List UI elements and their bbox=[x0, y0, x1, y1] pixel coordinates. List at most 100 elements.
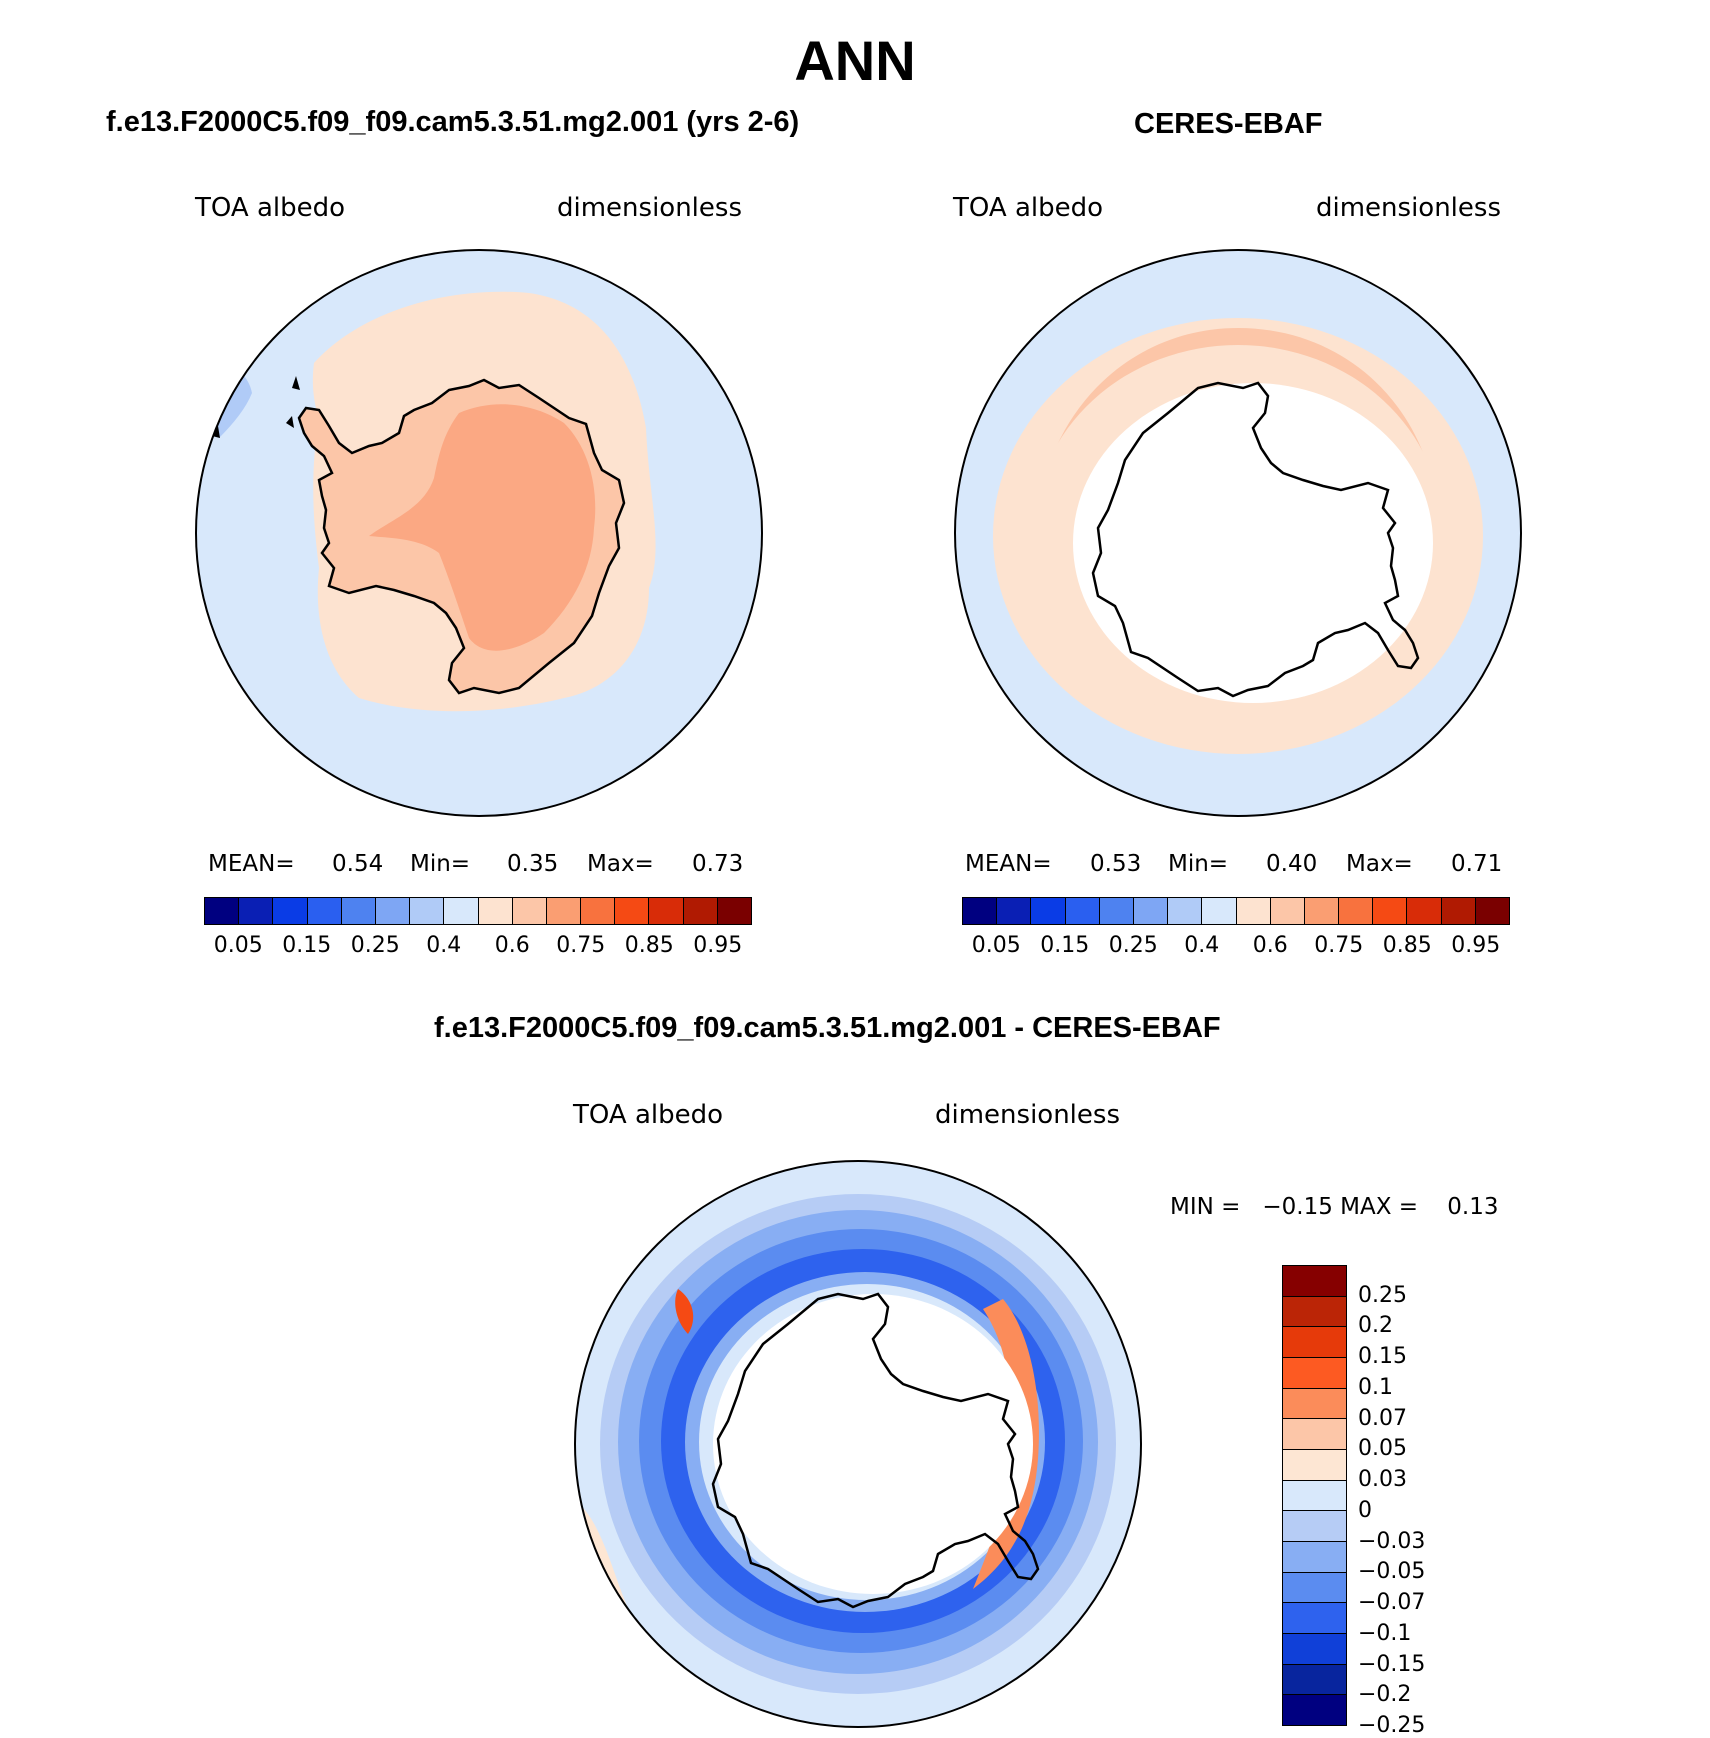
diff-colorbar-box bbox=[1283, 1388, 1346, 1420]
obs-colorbar-tick-label: 0.05 bbox=[971, 933, 1021, 958]
obs-colorbar-tick-label: 0.4 bbox=[1184, 933, 1220, 958]
diff-colorbar-tick-label: 0.07 bbox=[1358, 1405, 1407, 1431]
model-colorbar-box bbox=[717, 898, 751, 924]
model-interior-plateau bbox=[369, 404, 596, 651]
obs-colorbar-tick-label: 0.95 bbox=[1451, 933, 1501, 958]
obs-colorbar bbox=[962, 897, 1510, 925]
model-colorbar-box bbox=[410, 898, 445, 924]
diff-colorbar-tick-label: 0.05 bbox=[1358, 1436, 1407, 1462]
diff-colorbar-box bbox=[1283, 1664, 1346, 1696]
model-colorbar-box bbox=[546, 898, 582, 924]
diff-colorbar-box bbox=[1283, 1296, 1346, 1328]
obs-colorbar-box bbox=[1304, 898, 1340, 924]
model-panel-title: f.e13.F2000C5.f09_f09.cam5.3.51.mg2.001 … bbox=[106, 106, 800, 138]
model-mean-value: 0.54 bbox=[332, 851, 384, 877]
model-colorbar-box bbox=[683, 898, 718, 924]
model-colorbar-box bbox=[478, 898, 513, 924]
obs-colorbar-box bbox=[1133, 898, 1169, 924]
model-colorbar-tick-label: 0.85 bbox=[624, 933, 674, 958]
model-variable-label: TOA albedo bbox=[195, 193, 346, 223]
model-units-label: dimensionless bbox=[557, 193, 742, 223]
diff-colorbar-box bbox=[1283, 1266, 1346, 1297]
diff-colorbar-tick-label: 0.2 bbox=[1358, 1313, 1393, 1339]
model-colorbar-tick-label: 0.15 bbox=[282, 933, 332, 958]
diff-colorbar bbox=[1282, 1265, 1347, 1726]
obs-max-value: 0.71 bbox=[1451, 851, 1503, 877]
obs-colorbar-box bbox=[1202, 898, 1237, 924]
diff-colorbar-box bbox=[1283, 1695, 1346, 1726]
model-max-label: Max= bbox=[587, 851, 654, 877]
diff-positive-coast bbox=[973, 1299, 1039, 1589]
diff-colorbar-box bbox=[1283, 1511, 1346, 1543]
model-colorbar-tick-label: 0.05 bbox=[213, 933, 263, 958]
model-colorbar-box bbox=[444, 898, 479, 924]
obs-variable-label: TOA albedo bbox=[953, 193, 1104, 223]
obs-colorbar-box bbox=[997, 898, 1032, 924]
obs-colorbar-tick-label: 0.15 bbox=[1040, 933, 1090, 958]
obs-colorbar-box bbox=[1099, 898, 1134, 924]
model-colorbar-box bbox=[649, 898, 684, 924]
diff-colorbar-tick-label: −0.1 bbox=[1358, 1620, 1412, 1646]
obs-colorbar-box bbox=[1441, 898, 1476, 924]
model-colorbar-tick-label: 0.95 bbox=[693, 933, 743, 958]
obs-colorbar-box bbox=[1475, 898, 1509, 924]
diff-panel-title: f.e13.F2000C5.f09_f09.cam5.3.51.mg2.001 … bbox=[434, 1012, 1221, 1044]
diff-minmax-label: MIN = −0.15 MAX = 0.13 bbox=[1170, 1194, 1499, 1220]
obs-units-label: dimensionless bbox=[1316, 193, 1501, 223]
obs-max-label: Max= bbox=[1346, 851, 1413, 877]
obs-mean-label: MEAN= bbox=[965, 851, 1052, 877]
obs-missing-data bbox=[1073, 383, 1433, 703]
model-min-label: Min= bbox=[410, 851, 471, 877]
main-title: ANN bbox=[794, 29, 916, 92]
diff-antarctica-coastline bbox=[711, 1292, 1040, 1609]
diff-colorbar-tick-label: −0.15 bbox=[1358, 1651, 1426, 1677]
model-colorbar-box bbox=[512, 898, 547, 924]
diff-colorbar-box bbox=[1283, 1358, 1346, 1389]
obs-colorbar-box bbox=[1270, 898, 1305, 924]
obs-colorbar-tick-label: 0.85 bbox=[1382, 933, 1432, 958]
obs-polar-map bbox=[954, 249, 1522, 817]
diff-colorbar-box bbox=[1283, 1634, 1346, 1665]
model-colorbar-box bbox=[581, 898, 616, 924]
obs-mean-value: 0.53 bbox=[1090, 851, 1142, 877]
obs-min-value: 0.40 bbox=[1266, 851, 1318, 877]
model-colorbar-box bbox=[239, 898, 274, 924]
diff-colorbar-box bbox=[1283, 1572, 1346, 1604]
model-colorbar-tick-label: 0.6 bbox=[494, 933, 530, 958]
diff-colorbar-tick-label: 0 bbox=[1358, 1497, 1372, 1523]
obs-min-label: Min= bbox=[1168, 851, 1229, 877]
obs-colorbar-tick-label: 0.6 bbox=[1252, 933, 1288, 958]
diff-colorbar-box bbox=[1283, 1327, 1346, 1359]
model-colorbar-box bbox=[205, 898, 240, 924]
model-colorbar-box bbox=[615, 898, 650, 924]
model-colorbar-box bbox=[375, 898, 411, 924]
obs-colorbar-box bbox=[1236, 898, 1271, 924]
diff-colorbar-tick-label: −0.03 bbox=[1358, 1528, 1426, 1554]
model-max-value: 0.73 bbox=[692, 851, 744, 877]
diff-colorbar-tick-label: −0.2 bbox=[1358, 1682, 1412, 1708]
obs-colorbar-box bbox=[1373, 898, 1408, 924]
diff-polar-map bbox=[574, 1160, 1142, 1728]
diff-colorbar-tick-label: 0.1 bbox=[1358, 1374, 1393, 1400]
model-min-value: 0.35 bbox=[507, 851, 559, 877]
diff-colorbar-box bbox=[1283, 1450, 1346, 1481]
diff-colorbar-tick-label: −0.05 bbox=[1358, 1559, 1426, 1585]
diff-variable-label: TOA albedo bbox=[573, 1100, 724, 1130]
model-colorbar-box bbox=[341, 898, 376, 924]
model-mean-label: MEAN= bbox=[208, 851, 295, 877]
diff-missing-data bbox=[713, 1294, 1033, 1594]
obs-colorbar-box bbox=[1339, 898, 1374, 924]
obs-panel-title: CERES-EBAF bbox=[1134, 108, 1323, 140]
obs-colorbar-box bbox=[1407, 898, 1442, 924]
obs-colorbar-box bbox=[963, 898, 998, 924]
diff-colorbar-box bbox=[1283, 1603, 1346, 1635]
obs-colorbar-box bbox=[1168, 898, 1203, 924]
diff-colorbar-tick-label: −0.07 bbox=[1358, 1590, 1426, 1616]
obs-colorbar-box bbox=[1065, 898, 1100, 924]
model-colorbar-box bbox=[273, 898, 308, 924]
diff-colorbar-box bbox=[1283, 1480, 1346, 1512]
model-colorbar-tick-label: 0.75 bbox=[556, 933, 606, 958]
diff-colorbar-box bbox=[1283, 1419, 1346, 1451]
diff-colorbar-box bbox=[1283, 1542, 1346, 1573]
diff-colorbar-tick-label: 0.15 bbox=[1358, 1344, 1407, 1370]
